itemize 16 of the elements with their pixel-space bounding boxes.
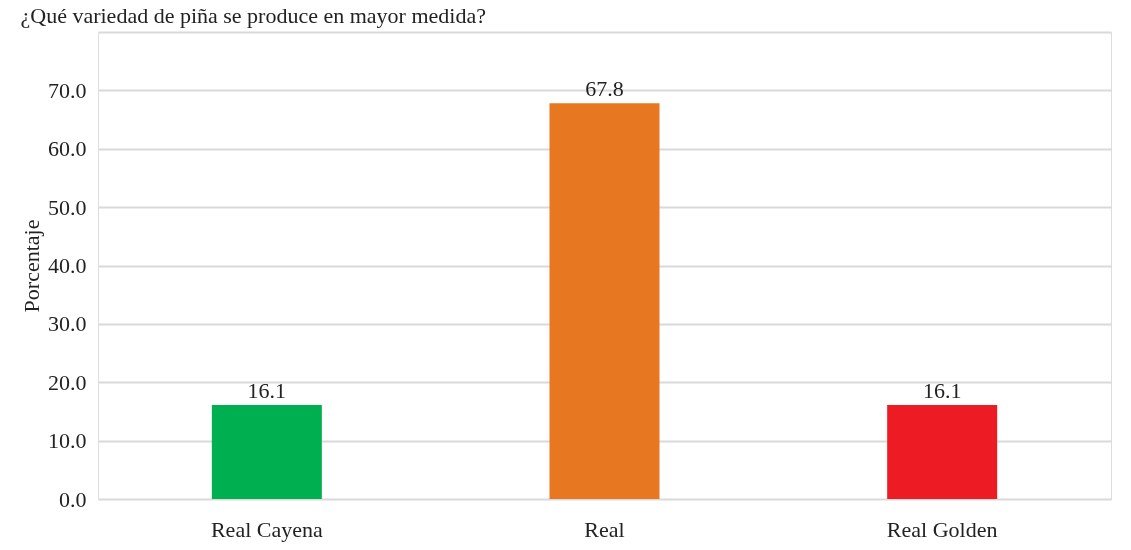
y-tick-label: 20.0 [48,369,87,395]
x-tick-label: Real Golden [886,516,998,542]
y-tick-label: 60.0 [48,136,87,162]
data-label: 16.1 [247,378,287,404]
y-tick-label: 0.0 [59,486,87,512]
y-tick-label: 40.0 [48,253,87,278]
x-tick-label: Real [584,516,625,542]
y-tick-label: 50.0 [48,194,87,220]
y-tick-label: 30.0 [48,311,87,337]
y-axis-title: Porcentaje [19,219,44,313]
y-tick-label: 70.0 [48,77,87,103]
chart-title: ¿Qué variedad de piña se produce en mayor medida? [20,3,486,28]
data-label: 67.8 [585,76,624,102]
x-tick-label: Real Cayena [210,516,323,542]
data-label: 16.1 [922,378,962,404]
y-tick-label: 10.0 [48,428,87,454]
